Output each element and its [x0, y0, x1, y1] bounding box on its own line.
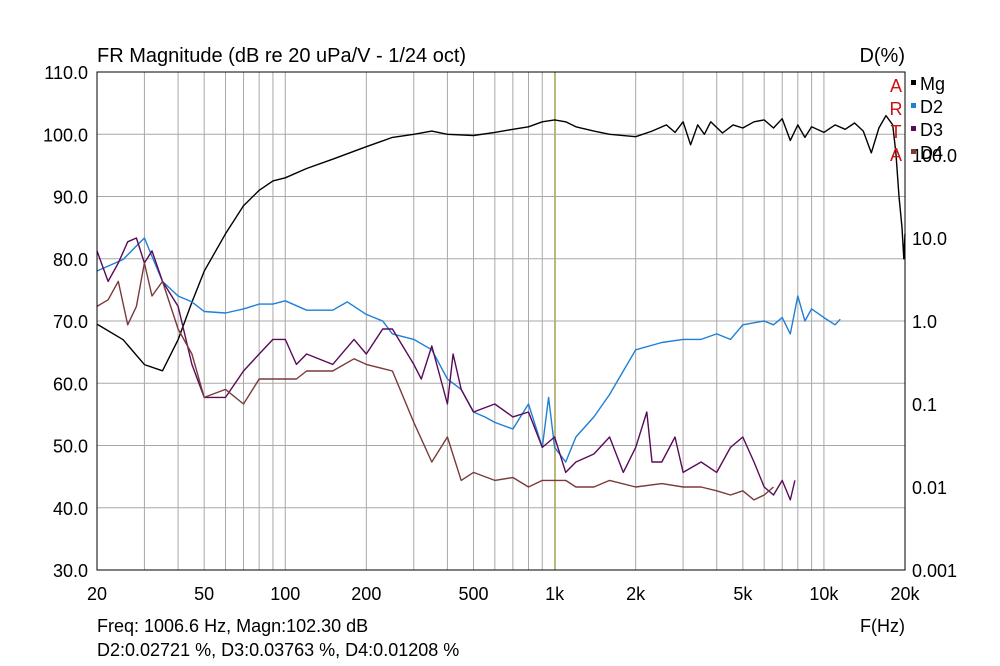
series-line-d3 [96, 237, 796, 501]
x-tick-label: 20k [890, 584, 920, 604]
series-lines [96, 114, 906, 501]
legend-label-d3: D3 [920, 120, 943, 140]
y2-tick-label: 0.01 [912, 478, 947, 498]
plot-frame [96, 71, 906, 571]
x-tick-label: 200 [351, 584, 381, 604]
series-line-mg [96, 114, 906, 372]
y2-tick-label: 10.0 [912, 229, 947, 249]
brand-letter: A [890, 145, 902, 165]
legend-swatch-d4 [911, 149, 916, 154]
y-tick-label: 30.0 [53, 561, 88, 581]
legend: Mg D2 D3 D4 [911, 74, 945, 163]
y-tick-label: 60.0 [53, 374, 88, 394]
y-tick-label: 40.0 [53, 499, 88, 519]
x-tick-label: 10k [809, 584, 839, 604]
legend-label-d4: D4 [920, 143, 943, 163]
x-tick-label: 1k [545, 584, 565, 604]
legend-swatch-d2 [911, 103, 916, 108]
y2-tick-label: 0.001 [912, 561, 957, 581]
y2-tick-labels: 0.001 0.01 0.1 1.0 10.0 100.0 [912, 146, 957, 581]
right-axis-title: D(%) [859, 45, 905, 67]
y2-tick-label: 0.1 [912, 395, 937, 415]
x-tick-label: 2k [626, 584, 646, 604]
chart-title: FR Magnitude (dB re 20 uPa/V - 1/24 oct) [97, 45, 466, 67]
legend-swatch-d3 [911, 126, 916, 131]
x-tick-label: 5k [733, 584, 753, 604]
x-tick-label: 100 [270, 584, 300, 604]
brand-letter: A [890, 76, 902, 96]
y-tick-label: 90.0 [53, 188, 88, 208]
readout-line-1: Freq: 1006.6 Hz, Magn:102.30 dB [97, 616, 368, 636]
legend-label-d2: D2 [920, 97, 943, 117]
x-tick-label: 50 [194, 584, 214, 604]
y2-tick-label: 1.0 [912, 312, 937, 332]
y-tick-label: 80.0 [53, 250, 88, 270]
y-tick-label: 50.0 [53, 437, 88, 457]
series-line-d4 [96, 262, 774, 501]
brand-letter: T [891, 122, 902, 142]
legend-label-mg: Mg [920, 74, 945, 94]
y-tick-label: 100.0 [43, 125, 88, 145]
y-tick-label: 110.0 [44, 63, 88, 83]
x-tick-label: 500 [458, 584, 488, 604]
legend-swatch-mg [911, 80, 916, 85]
readout-line-2: D2:0.02721 %, D3:0.03763 %, D4:0.01208 % [97, 640, 459, 660]
y2-tick-label: 100.0 [912, 146, 957, 166]
y-tick-labels: 30.0 40.0 50.0 60.0 70.0 80.0 90.0 100.0 110.0 [43, 63, 88, 581]
brand-letter: R [890, 99, 903, 119]
series-line-d2 [96, 237, 841, 463]
x-tick-label: 20 [87, 584, 107, 604]
x-axis-label: F(Hz) [860, 616, 905, 636]
grid [97, 72, 905, 570]
y-tick-label: 70.0 [53, 312, 88, 332]
x-tick-labels: 20 50 100 200 500 1k 2k 5k 10k 20k [87, 584, 921, 604]
